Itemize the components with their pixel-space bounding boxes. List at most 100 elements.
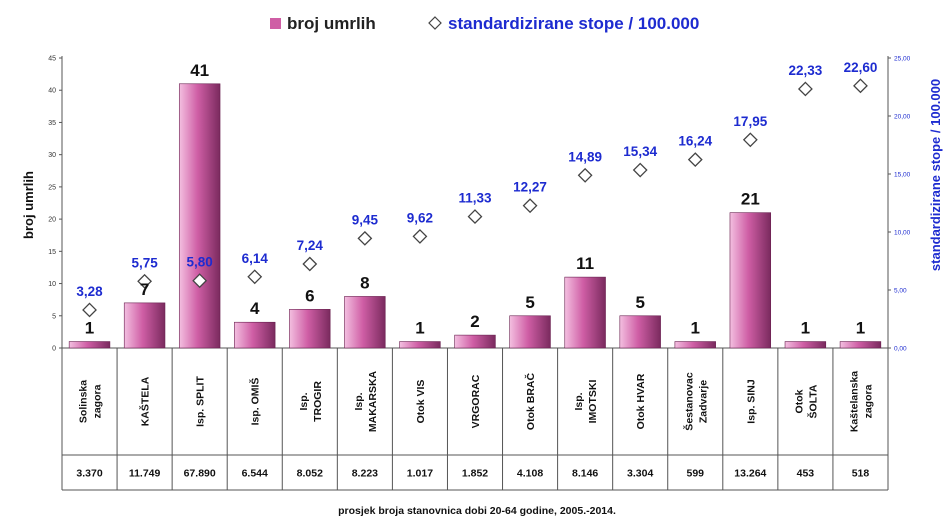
rate-marker — [412, 228, 428, 244]
rate-marker — [137, 273, 153, 289]
bar-value-label: 1 — [415, 319, 424, 338]
rate-marker — [247, 269, 263, 285]
legend-marker-rate — [428, 16, 442, 30]
category-label: Isp. SPLIT — [195, 376, 207, 427]
category-label: Solinska — [78, 380, 90, 423]
category-label: IMOTSKI — [587, 380, 599, 424]
x-axis-title: prosjek broja stanovnica dobi 20-64 godi… — [338, 505, 616, 517]
y-tick-label-left: 5 — [52, 313, 56, 320]
rate-value-label: 17,95 — [733, 114, 767, 129]
y-tick-label-right: 25,00 — [894, 56, 911, 63]
rate-marker — [357, 230, 373, 246]
category-label: Isp. OMIŠ — [249, 378, 262, 426]
category-label: Isp. — [353, 392, 365, 410]
population-value: 8.146 — [572, 468, 598, 480]
category-label: TROGIR — [312, 381, 324, 422]
y-tick-label-left: 35 — [48, 120, 56, 127]
rate-marker — [82, 302, 97, 318]
category-label: KAŠTELA — [139, 376, 152, 426]
category-label: Otok — [793, 389, 805, 413]
bar — [839, 341, 882, 349]
y-tick-label-right: 20,00 — [894, 114, 911, 121]
rate-value-label: 11,33 — [458, 191, 492, 206]
rate-value-label: 7,24 — [297, 238, 324, 253]
population-value: 3.370 — [76, 468, 102, 480]
bar — [68, 341, 111, 349]
y-tick-label-right: 10,00 — [894, 230, 911, 237]
y-tick-label-left: 45 — [48, 56, 56, 63]
legend-label-count: broj umrlih — [287, 14, 376, 33]
bar-value-label: 41 — [190, 61, 209, 80]
population-value: 1.852 — [462, 468, 488, 480]
population-value: 13.264 — [734, 468, 766, 480]
bar — [178, 83, 221, 349]
rate-marker — [192, 273, 208, 289]
population-value: 1.017 — [407, 468, 433, 480]
population-value: 8.223 — [352, 468, 378, 480]
category-label: Otok HVAR — [635, 373, 647, 429]
rate-marker — [302, 256, 318, 272]
rate-value-label: 22,33 — [789, 63, 823, 78]
category-label: Isp. — [298, 392, 310, 410]
population-value: 453 — [797, 468, 815, 480]
bar-value-label: 8 — [360, 273, 369, 292]
category-label: VRGORAC — [470, 374, 482, 428]
category-label: Otok VIS — [415, 380, 427, 424]
bar — [564, 276, 606, 349]
bar-value-label: 1 — [85, 319, 94, 338]
bar — [234, 321, 276, 349]
y-tick-label-left: 30 — [48, 152, 56, 159]
category-label: zagora — [862, 384, 874, 418]
category-table: Solinska zagora 3.370 KAŠTELA 11.749 Isp. SPL… — [61, 348, 889, 491]
population-value: 11.749 — [129, 468, 161, 480]
bar — [784, 341, 827, 349]
bar — [344, 296, 386, 349]
bar-value-label: 6 — [305, 286, 314, 305]
rate-marker — [797, 81, 813, 97]
category-label: Zadvarje — [697, 380, 709, 423]
population-value: 3.304 — [627, 468, 653, 480]
category-label: Kaštelanska — [848, 371, 860, 432]
bar-value-label: 5 — [635, 293, 644, 312]
y-tick-label-left: 15 — [48, 249, 56, 256]
bar — [289, 309, 331, 349]
rate-marker — [687, 152, 703, 168]
rate-markers — [82, 78, 868, 318]
bar-value-label: 11 — [576, 254, 594, 273]
legend-swatch-count — [270, 18, 281, 29]
rate-value-label: 15,34 — [623, 144, 657, 159]
bar — [509, 315, 551, 349]
bar-value-label: 1 — [856, 319, 865, 338]
legend: broj umrlih standardizirane stope / 100.… — [270, 14, 699, 33]
population-value: 518 — [852, 468, 870, 480]
rate-marker — [742, 132, 758, 148]
category-label: MAKARSKA — [367, 370, 379, 432]
rate-value-label: 12,27 — [513, 180, 547, 195]
rate-marker — [577, 167, 593, 183]
bar-value-label: 4 — [250, 299, 260, 318]
legend-label-rate: standardizirane stope / 100.000 — [448, 14, 699, 33]
bar — [619, 315, 661, 349]
y-axis-right-title: standardizirane stope / 100.000 — [928, 79, 943, 271]
rate-marker — [467, 209, 483, 224]
rate-value-label: 5,80 — [187, 255, 213, 270]
rate-value-label: 16,24 — [678, 134, 712, 149]
bar — [674, 341, 716, 349]
population-value: 67.890 — [184, 468, 216, 480]
rate-value-label: 6,14 — [242, 251, 269, 266]
population-value: 6.544 — [242, 468, 268, 480]
y-tick-label-left: 20 — [48, 217, 56, 224]
bar-value-label: 21 — [741, 190, 760, 209]
category-label: ŠOLTA — [806, 384, 819, 418]
rate-value-label: 22,60 — [844, 60, 878, 75]
bar — [729, 212, 772, 349]
rate-value-label: 14,89 — [568, 149, 602, 164]
y-tick-label-left: 10 — [48, 281, 56, 288]
y-tick-label-left: 0 — [52, 346, 56, 353]
rate-value-label: 5,75 — [131, 255, 158, 270]
rate-value-label: 3,28 — [76, 284, 103, 299]
bar — [399, 341, 441, 349]
rate-marker — [632, 162, 648, 178]
